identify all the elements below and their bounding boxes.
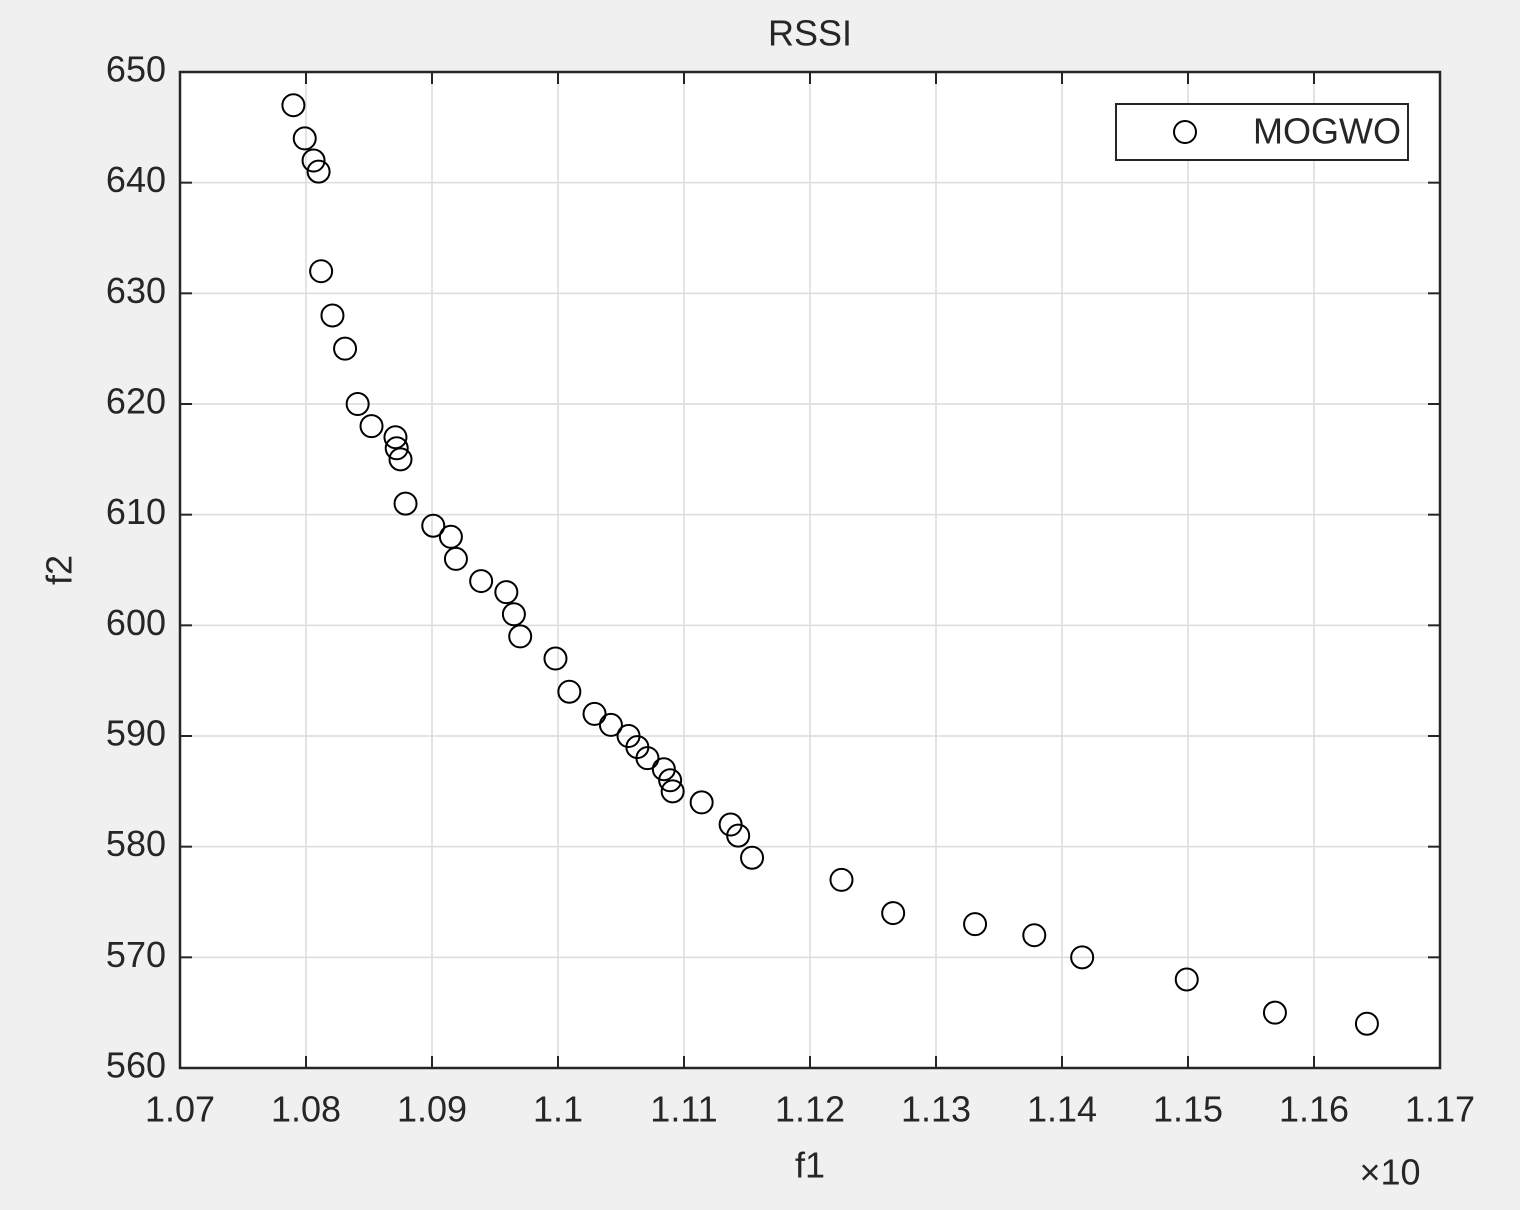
legend-marker [1173, 120, 1197, 144]
point [501, 602, 526, 627]
y-tick-label: 600 [106, 602, 166, 643]
point [388, 447, 413, 472]
x-tick-label: 1.13 [901, 1089, 971, 1130]
x-axis-label: f1 [795, 1145, 825, 1186]
x-tick-label: 1.07 [145, 1089, 215, 1130]
x-tick-label: 1.08 [271, 1089, 341, 1130]
x-tick-label: 1.14 [1027, 1089, 1097, 1130]
point [658, 768, 683, 793]
point [281, 93, 306, 118]
point [359, 414, 384, 439]
point [635, 746, 660, 771]
point [1070, 945, 1095, 970]
x-exponent-label: ×10 [1359, 1152, 1420, 1193]
point [1262, 1000, 1287, 1025]
legend-box [1115, 103, 1409, 161]
x-tick-label: 1.09 [397, 1089, 467, 1130]
point [320, 303, 345, 328]
x-tick-label: 1.1 [533, 1089, 583, 1130]
y-tick-label: 630 [106, 270, 166, 311]
point [1174, 967, 1199, 992]
plot-frame [178, 70, 1442, 1070]
y-tick-label: 640 [106, 159, 166, 200]
y-tick-label: 570 [106, 934, 166, 975]
legend-label: MOGWO [1253, 111, 1401, 152]
point [421, 513, 446, 538]
y-tick-label: 650 [106, 49, 166, 90]
point [963, 912, 988, 937]
point [651, 757, 676, 782]
point [292, 126, 317, 151]
point [1354, 1011, 1379, 1036]
x-tick-label: 1.17 [1405, 1089, 1475, 1130]
y-tick-label: 580 [106, 823, 166, 864]
point [345, 392, 370, 416]
point [333, 336, 358, 361]
point [309, 259, 334, 284]
point [598, 712, 623, 737]
x-tick-label: 1.16 [1279, 1089, 1349, 1130]
point [881, 901, 906, 926]
point [301, 148, 326, 173]
point [543, 646, 568, 671]
point [393, 491, 418, 516]
point [726, 823, 751, 848]
y-tick-label: 590 [106, 713, 166, 754]
y-tick-label: 620 [106, 381, 166, 422]
x-tick-label: 1.11 [650, 1089, 717, 1130]
point [740, 845, 765, 870]
point [443, 546, 468, 571]
point [582, 701, 607, 726]
x-tick-label: 1.12 [775, 1089, 845, 1130]
point [557, 679, 582, 704]
point [306, 159, 331, 184]
point [829, 867, 854, 892]
y-axis-label: f2 [39, 555, 80, 585]
point [689, 790, 714, 815]
point [384, 436, 409, 461]
chart-title: RSSI [768, 13, 852, 54]
point [383, 425, 408, 450]
point [508, 624, 533, 649]
point [438, 524, 463, 549]
point [660, 779, 685, 804]
y-tick-label: 560 [106, 1045, 166, 1086]
point [469, 569, 494, 594]
y-tick-label: 610 [106, 491, 166, 532]
x-tick-label: 1.15 [1153, 1089, 1223, 1130]
point [1022, 923, 1047, 948]
point [494, 580, 519, 605]
